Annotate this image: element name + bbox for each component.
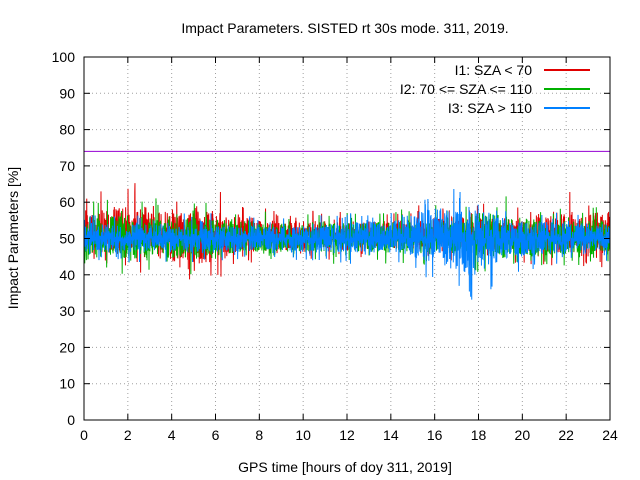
series-line-3 [83, 189, 611, 300]
x-tick-label: 0 [80, 427, 88, 443]
x-tick-label: 22 [558, 427, 574, 443]
x-tick-label: 18 [471, 427, 487, 443]
y-tick-label: 70 [59, 158, 75, 174]
grid-layer [84, 57, 610, 420]
x-tick-label: 10 [295, 427, 311, 443]
data-layer [83, 183, 611, 300]
y-tick-label: 80 [59, 122, 75, 138]
x-tick-label: 14 [383, 427, 399, 443]
y-tick-label: 40 [59, 267, 75, 283]
legend: I1: SZA < 70 I2: 70 <= SZA <= 110 I3: SZA … [400, 62, 590, 116]
x-tick-label: 24 [602, 427, 618, 443]
x-tick-label: 8 [255, 427, 263, 443]
y-axis-label: Impact Parameters [%] [5, 167, 21, 309]
y-tick-label: 30 [59, 303, 75, 319]
x-tick-label: 16 [427, 427, 443, 443]
legend-label-2: I2: 70 <= SZA <= 110 [400, 81, 532, 97]
x-tick-label: 4 [168, 427, 176, 443]
x-tick-label: 12 [339, 427, 355, 443]
y-tick-label: 60 [59, 194, 75, 210]
y-tick-label: 100 [52, 49, 76, 65]
y-tick-label: 10 [59, 376, 75, 392]
y-tick-label: 90 [59, 85, 75, 101]
tick-layer: 0 2 4 6 8 10 12 14 16 18 20 22 240102030405060708090… [52, 49, 618, 443]
x-axis-label: GPS time [hours of doy 311, 2019] [238, 459, 452, 475]
x-tick-label: 2 [124, 427, 132, 443]
x-tick-label: 20 [515, 427, 531, 443]
y-tick-label: 50 [59, 231, 75, 247]
y-tick-label: 20 [59, 339, 75, 355]
x-tick-label: 6 [212, 427, 220, 443]
y-tick-label: 0 [67, 412, 75, 428]
legend-label-3: I3: SZA > 110 [448, 100, 532, 116]
chart-title: Impact Parameters. SISTED rt 30s mode. 3… [181, 20, 508, 36]
legend-label-1: I1: SZA < 70 [455, 62, 533, 78]
